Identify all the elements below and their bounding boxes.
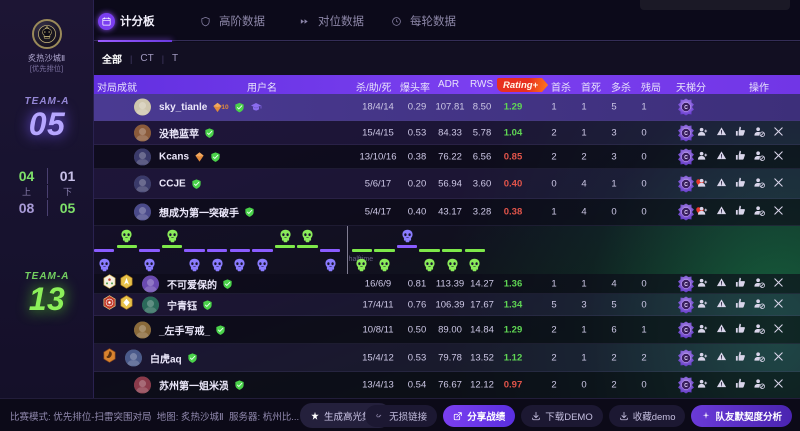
svg-text:C: C xyxy=(684,328,688,334)
svg-text:C: C xyxy=(684,105,688,111)
svg-text:C: C xyxy=(684,303,688,309)
svg-text:C: C xyxy=(684,182,688,188)
svg-text:C: C xyxy=(684,131,688,137)
svg-text:C: C xyxy=(684,155,688,161)
svg-text:C: C xyxy=(684,383,688,389)
svg-text:C: C xyxy=(684,210,688,216)
svg-text:C: C xyxy=(684,282,688,288)
svg-text:C: C xyxy=(684,356,688,362)
